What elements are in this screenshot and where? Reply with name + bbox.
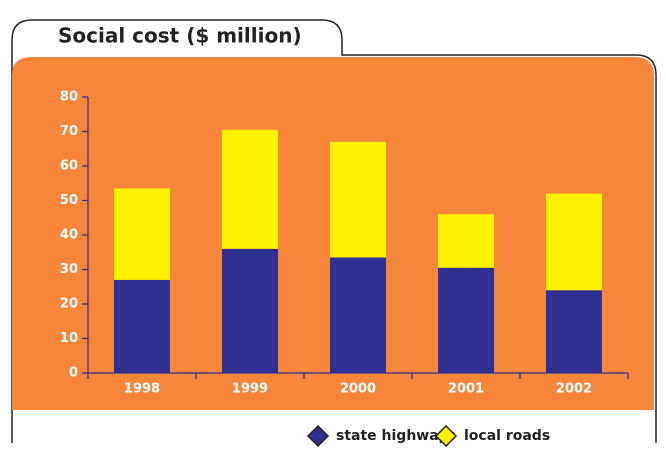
bar-segment [222,129,278,249]
y-tick-label: 70 [60,124,78,139]
bar-segment [114,188,170,280]
legend-swatch [434,424,458,448]
x-tick-label: 2002 [556,382,592,397]
bar-segment [114,279,170,373]
x-tick-label: 2001 [448,382,484,397]
bar-segment [222,248,278,373]
legend-swatch [306,424,330,448]
bar-segment [438,267,494,373]
y-tick-label: 50 [60,193,78,208]
bar-segment [330,141,386,258]
y-tick-label: 60 [60,159,78,174]
y-tick-label: 40 [60,228,78,243]
x-tick-label: 1998 [124,382,160,397]
bar-segment [438,214,494,268]
y-tick-label: 20 [60,297,78,312]
legend-label: local roads [464,428,550,444]
y-tick-label: 0 [69,366,78,381]
x-tick-label: 2000 [340,382,376,397]
legend-label: state highways [336,428,456,444]
x-tick-label: 1999 [232,382,268,397]
bar-segment [546,193,602,291]
y-tick-label: 10 [60,331,78,346]
bar-segment [546,290,602,373]
y-tick-label: 80 [60,90,78,105]
bar-segment [330,257,386,373]
chart-title: Social cost ($ million) [58,24,302,48]
y-tick-label: 30 [60,262,78,277]
